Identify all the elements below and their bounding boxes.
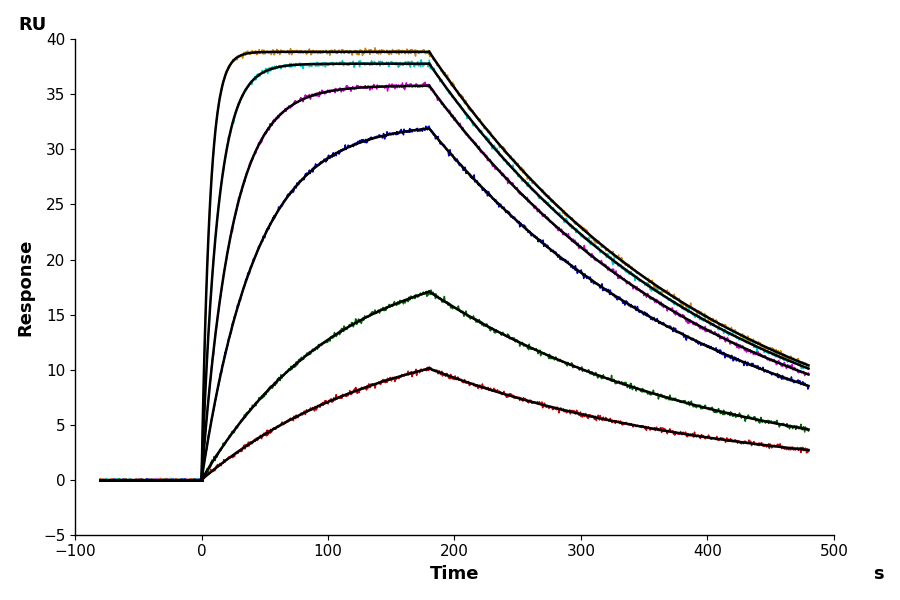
Text: RU: RU bbox=[18, 16, 47, 34]
Text: s: s bbox=[873, 565, 883, 583]
Y-axis label: Response: Response bbox=[17, 238, 35, 336]
X-axis label: Time: Time bbox=[429, 565, 479, 583]
